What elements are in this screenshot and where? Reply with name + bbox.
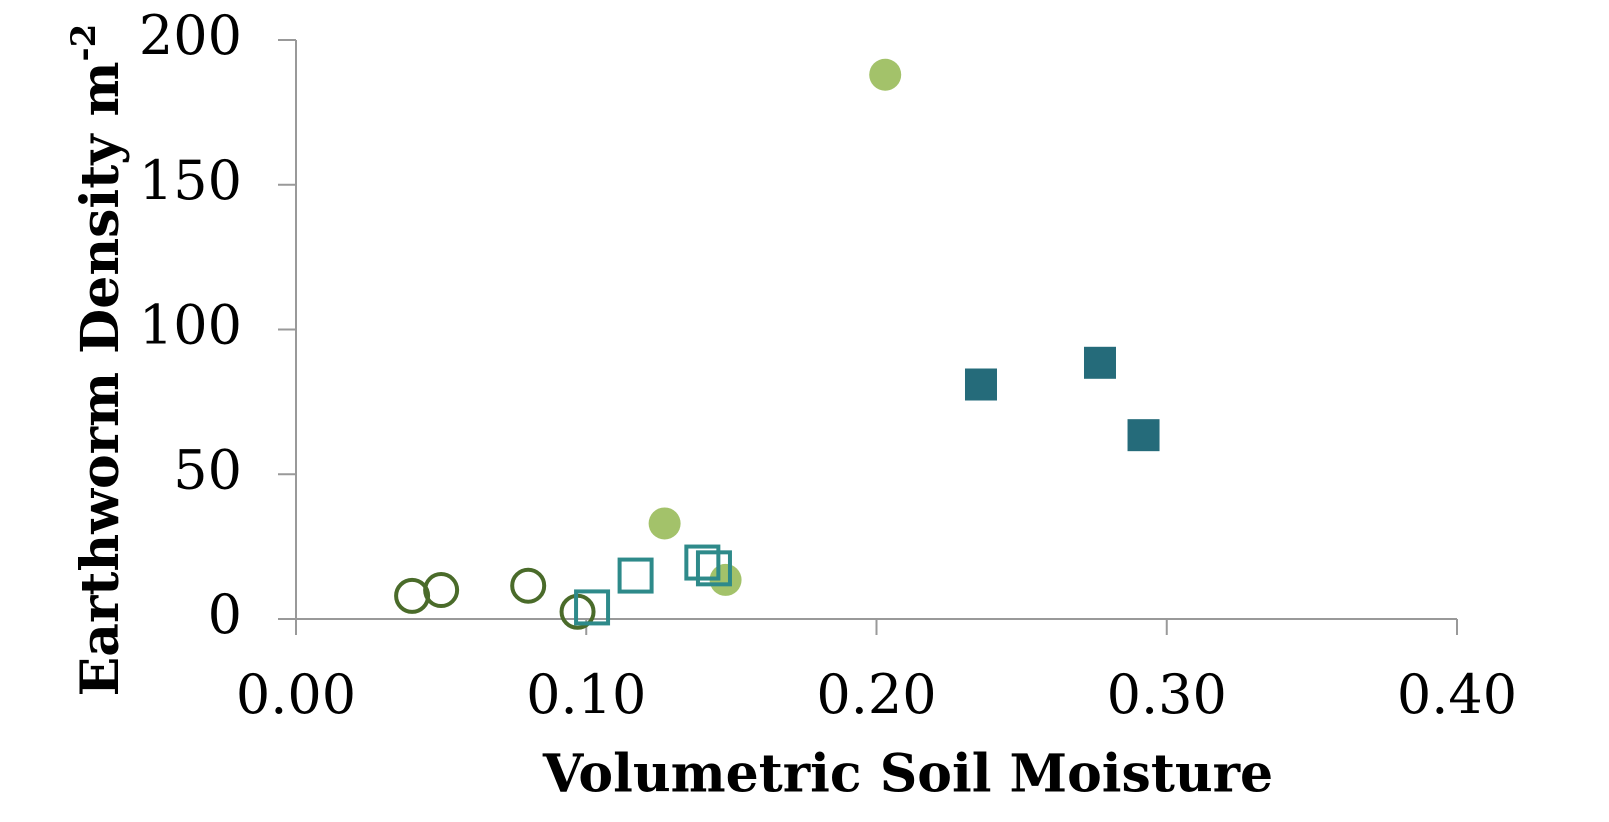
x-axis-title: Volumetric Soil Moisture: [542, 744, 1273, 805]
point: [617, 557, 654, 594]
y-axis-title-superscript: -2: [64, 24, 104, 62]
x-tick-label: 0.00: [236, 663, 356, 726]
x-tick-label: 0.40: [1397, 663, 1517, 726]
point: [574, 589, 611, 626]
point: [964, 368, 997, 401]
y-tick-label: 50: [173, 438, 242, 501]
y-axis-title-text: Earthworm Density m: [70, 61, 131, 696]
y-axis-title: Earthworm Density m-2: [64, 24, 131, 697]
point: [394, 577, 431, 614]
y-tick-label: 150: [139, 149, 242, 212]
y-tick-label: 0: [208, 583, 242, 646]
point: [1083, 346, 1116, 379]
x-tick-label: 0.20: [816, 663, 936, 726]
point: [1127, 419, 1160, 452]
x-tick-label: 0.10: [526, 663, 646, 726]
y-tick-label: 100: [139, 294, 242, 357]
point: [869, 58, 902, 91]
y-tick-label: 200: [139, 4, 242, 67]
point: [423, 572, 460, 609]
point: [648, 507, 681, 540]
point: [510, 567, 547, 604]
point: [695, 550, 732, 587]
x-tick-label: 0.30: [1107, 663, 1227, 726]
point: [684, 544, 721, 581]
